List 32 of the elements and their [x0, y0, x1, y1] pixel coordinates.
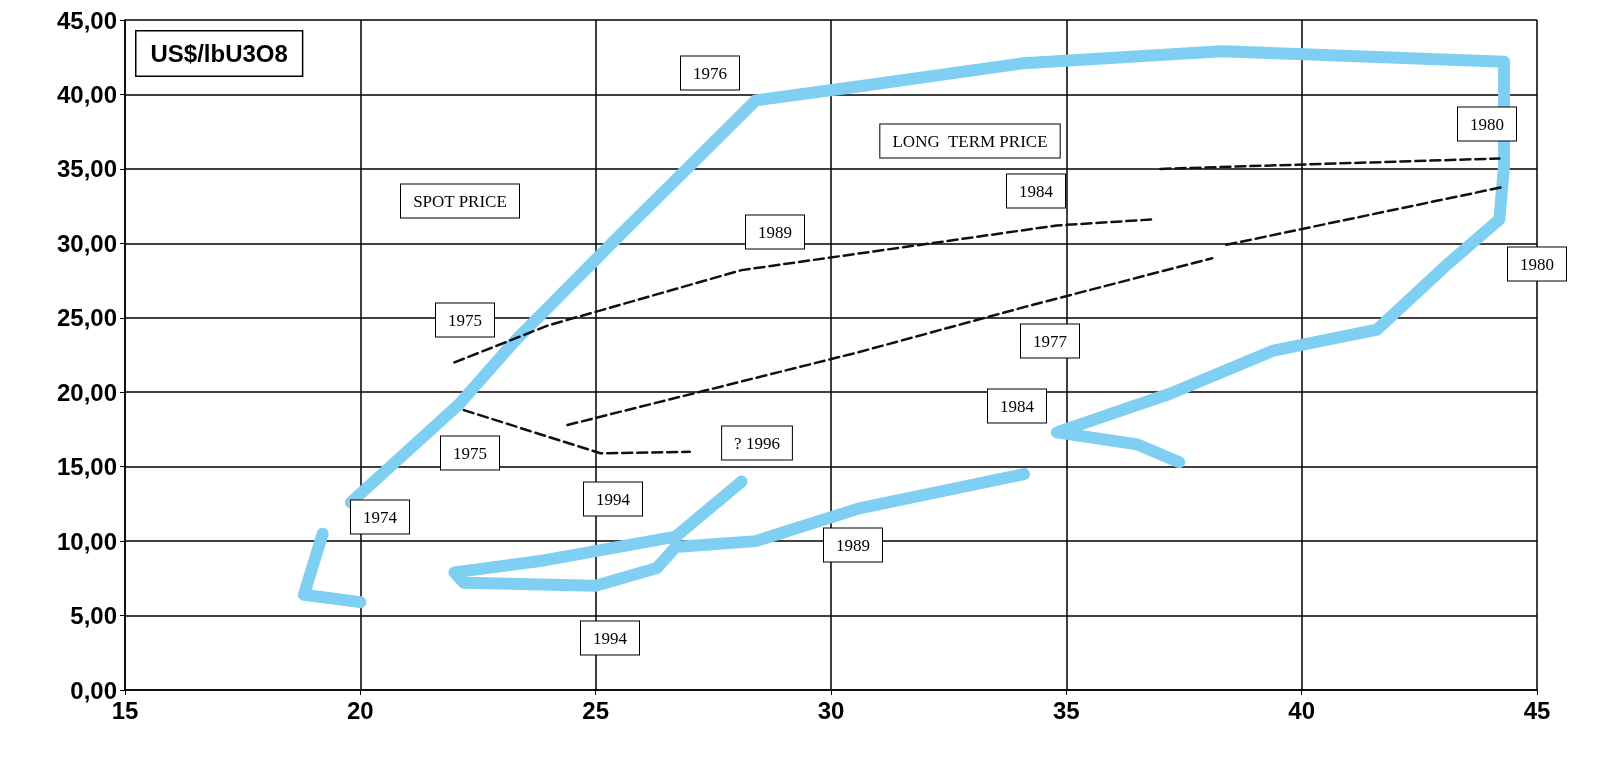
annotation: 1989: [836, 535, 870, 555]
annotation: 1975: [453, 443, 487, 463]
y-tick-label: 15,00: [56, 453, 117, 481]
annotation: 1994: [593, 628, 628, 648]
x-tick-label: 40: [1288, 696, 1316, 724]
x-tick-label: 35: [1052, 696, 1080, 724]
y-tick-label: 5,00: [70, 602, 117, 630]
x-tick-label: 25: [582, 696, 610, 724]
y-tick-label: 25,00: [56, 304, 117, 332]
annotation: 1980: [1470, 114, 1504, 134]
y-tick-label: 30,00: [56, 229, 117, 257]
annotation: 1977: [1033, 331, 1068, 351]
annotation: 1984: [1019, 181, 1054, 201]
annotation: ? 1996: [734, 433, 780, 453]
annotation: 1994: [596, 489, 631, 509]
annotation: 1989: [758, 222, 792, 242]
y-axis-title: US$/lbU3O8: [150, 40, 288, 67]
annotation: 1976: [693, 63, 727, 83]
y-tick-label: 35,00: [56, 155, 117, 183]
annotation: 1975: [448, 310, 482, 330]
y-tick-label: 40,00: [56, 80, 117, 108]
x-tick-label: 45: [1523, 696, 1551, 724]
x-tick-label: 30: [817, 696, 845, 724]
x-tick-label: 20: [346, 696, 374, 724]
y-tick-label: 10,00: [56, 527, 117, 555]
y-tick-label: 20,00: [56, 378, 117, 406]
annotation: SPOT PRICE: [413, 191, 507, 211]
annotation: 1980: [1520, 254, 1554, 274]
annotation: 1974: [363, 507, 398, 527]
y-tick-label: 45,00: [56, 6, 117, 34]
annotation: 1984: [1000, 396, 1035, 416]
annotation: LONG TERM PRICE: [892, 131, 1048, 151]
